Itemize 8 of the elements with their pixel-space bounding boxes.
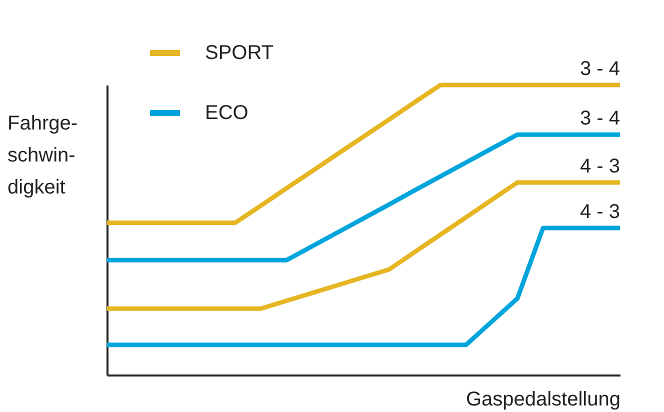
annotation: 4 - 3: [580, 200, 620, 223]
legend-label: ECO: [205, 102, 248, 124]
annotation: 3 - 4: [580, 58, 620, 80]
legend-label: SPORT: [205, 42, 274, 64]
annotation: 4 - 3: [580, 155, 620, 178]
annotation: 3 - 4: [580, 108, 620, 130]
x-axis-title: Gaspedalstellung: [466, 388, 620, 410]
y-axis-title: Fahrge- schwin- digkeit: [8, 112, 78, 198]
